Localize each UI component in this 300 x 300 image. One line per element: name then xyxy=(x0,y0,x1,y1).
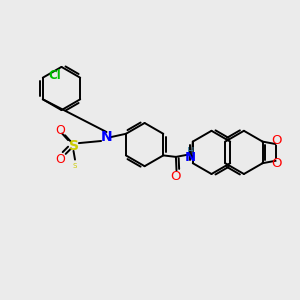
Text: O: O xyxy=(55,153,64,167)
Text: O: O xyxy=(55,124,64,137)
Text: O: O xyxy=(271,134,281,148)
Text: O: O xyxy=(171,170,181,183)
Text: S: S xyxy=(73,164,77,169)
Text: Cl: Cl xyxy=(48,69,61,82)
Text: N: N xyxy=(184,151,196,164)
Text: O: O xyxy=(271,157,281,170)
Text: S: S xyxy=(68,139,79,152)
Text: H: H xyxy=(187,147,194,157)
Text: N: N xyxy=(101,130,112,144)
